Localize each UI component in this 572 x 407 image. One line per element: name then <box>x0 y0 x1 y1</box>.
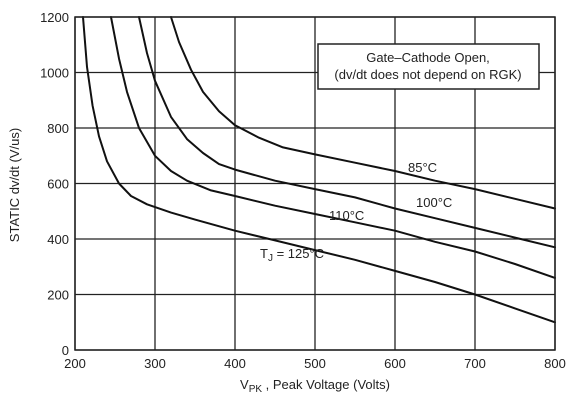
y-tick-label: 1200 <box>40 10 69 25</box>
y-tick-label: 600 <box>47 177 69 192</box>
x-tick-label: 400 <box>224 356 246 371</box>
x-tick-label: 300 <box>144 356 166 371</box>
x-tick-label: 800 <box>544 356 566 371</box>
x-axis-title-subscript: PK <box>249 384 263 395</box>
series-line-100c <box>138 16 556 249</box>
series-label-125c-subscript: J <box>268 253 273 264</box>
series-label-125c-rest: = 125°C <box>273 246 324 261</box>
series-label-100c: 100°C <box>416 195 452 210</box>
x-tick-label: 500 <box>304 356 326 371</box>
x-axis-title-rest: , Peak Voltage (Volts) <box>262 377 390 392</box>
annotation-line-2: (dv/dt does not depend on RGK) <box>334 67 521 82</box>
series-label-85c: 85°C <box>408 160 437 175</box>
tick-labels: 200 300 400 500 600 700 8000200400600800100012… <box>40 10 566 371</box>
x-axis-title: VPK , Peak Voltage (Volts) <box>240 377 390 395</box>
series-line-110c <box>110 16 556 279</box>
y-tick-label: 1000 <box>40 66 69 81</box>
plot-area-border <box>74 16 556 351</box>
series-line-125c <box>82 16 556 324</box>
curves <box>82 16 556 324</box>
y-tick-label: 800 <box>47 121 69 136</box>
y-axis-title: STATIC dv/dt (V/us) <box>7 128 22 242</box>
series-label-125c-prefix: T <box>260 246 268 261</box>
x-axis-title-main: V <box>240 377 249 392</box>
annotation-box: Gate–Cathode Open, (dv/dt does not depen… <box>317 43 540 90</box>
series-line-85c <box>170 16 556 210</box>
x-tick-label: 200 <box>64 356 86 371</box>
y-tick-label: 200 <box>47 288 69 303</box>
y-tick-label: 400 <box>47 232 69 247</box>
y-tick-label: 0 <box>62 343 69 358</box>
x-tick-label: 700 <box>464 356 486 371</box>
x-tick-label: 600 <box>384 356 406 371</box>
annotation-line-1: Gate–Cathode Open, <box>366 50 490 65</box>
series-label-125c: TJ = 125°C <box>260 246 324 264</box>
series-label-110c: 110°C <box>329 208 364 223</box>
